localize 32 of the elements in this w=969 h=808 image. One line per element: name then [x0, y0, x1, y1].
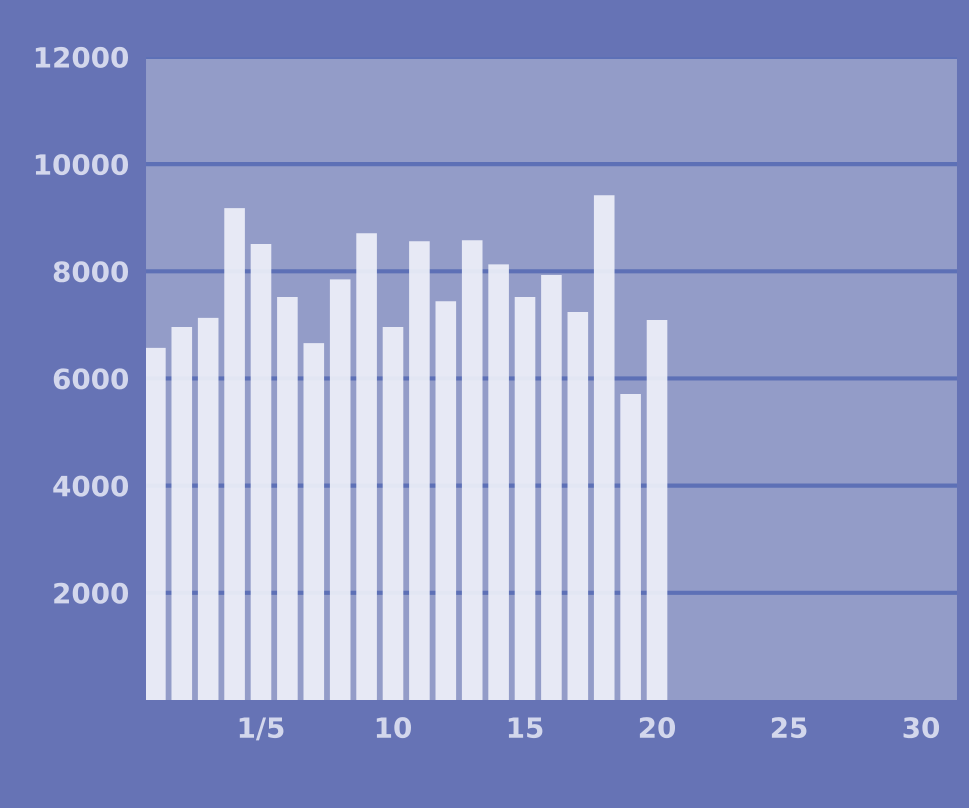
bar	[356, 233, 377, 700]
bar	[462, 240, 483, 700]
x-tick-label: 1/5	[240, 717, 284, 740]
bar	[594, 195, 615, 700]
bar	[488, 264, 509, 700]
bar	[250, 244, 272, 700]
x-tick-label: 10	[376, 717, 411, 738]
bar	[541, 275, 562, 700]
y-tick-label: 6000	[54, 368, 128, 390]
bar	[382, 327, 404, 700]
y-tick-label: 10000	[36, 154, 128, 176]
x-tick-label: 30	[904, 717, 940, 738]
y-tick-label: 8000	[54, 261, 128, 282]
y-tick-label: 4000	[53, 476, 128, 497]
bar	[330, 279, 350, 700]
bar	[224, 208, 245, 700]
bar	[409, 241, 430, 700]
x-tick-label: 20	[640, 717, 676, 738]
bar	[568, 312, 588, 700]
bar	[277, 297, 298, 700]
bar	[146, 348, 166, 700]
x-tick-label: 25	[772, 717, 806, 738]
bar	[171, 327, 192, 700]
bar	[514, 297, 536, 700]
y-tick-label: 12000	[36, 46, 128, 68]
bar	[303, 343, 324, 700]
bar	[620, 394, 641, 700]
x-tick-label: 15	[508, 717, 542, 738]
bar	[198, 318, 218, 700]
y-tick-label: 2000	[54, 582, 128, 604]
bar	[646, 320, 668, 700]
bar	[436, 301, 456, 700]
